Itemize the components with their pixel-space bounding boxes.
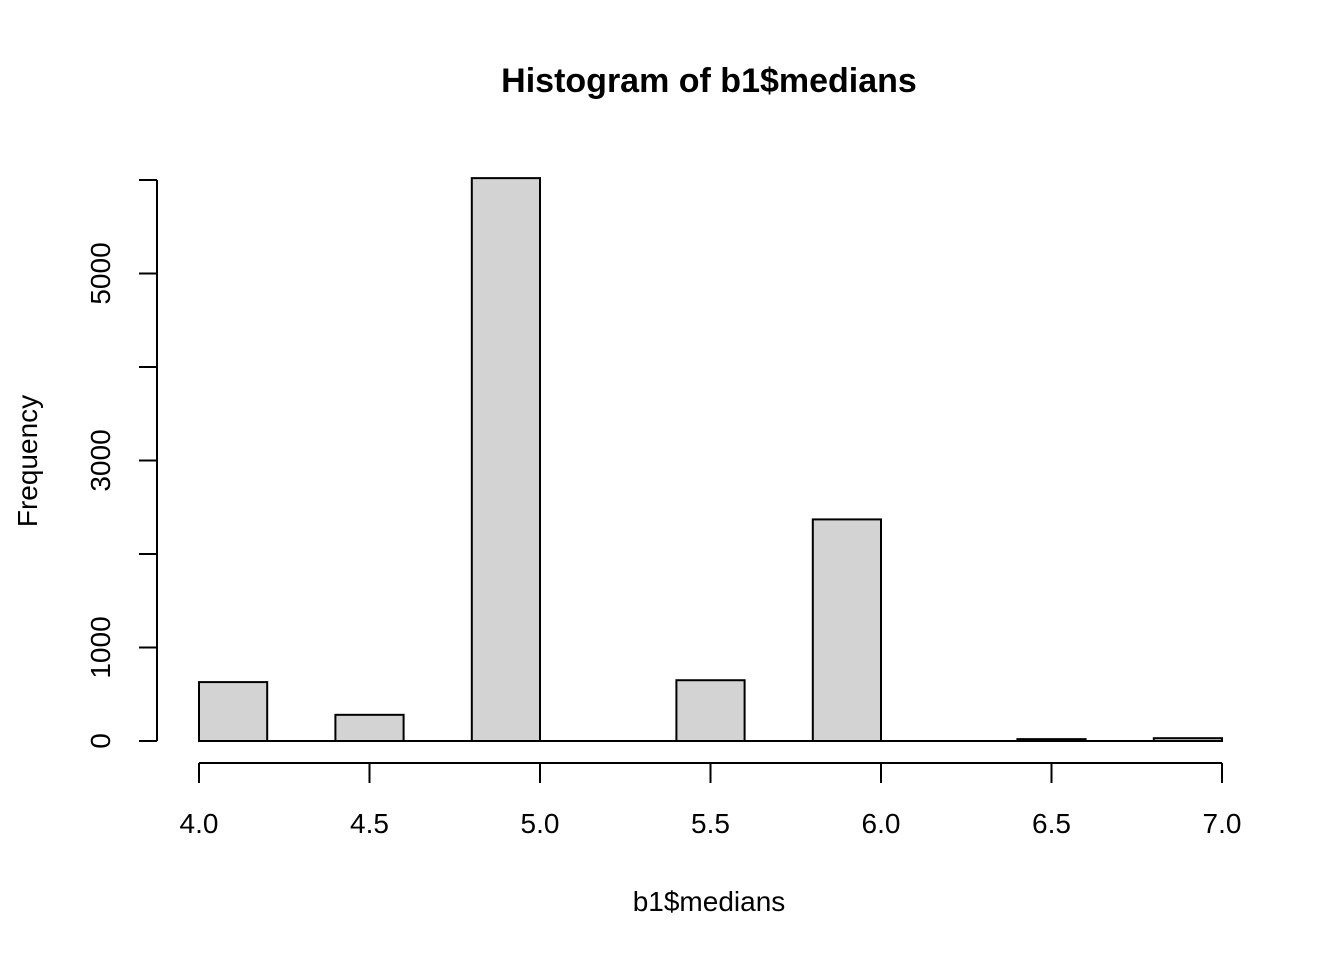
chart-title: Histogram of b1$medians	[501, 62, 917, 100]
y-axis: 0 1000 3000 5000	[85, 179, 158, 749]
y-tick-label: 0	[85, 733, 116, 749]
histogram-bar-3	[675, 679, 746, 742]
histogram-bar-2	[470, 177, 541, 742]
histogram-bar-4	[811, 518, 882, 743]
x-axis: 4.0 4.5 5.0 5.5 6.0 6.5 7.0	[180, 762, 1242, 839]
x-tick-label: 4.0	[180, 808, 219, 839]
histogram-bars	[198, 177, 1224, 743]
y-axis-label: Frequency	[12, 395, 43, 527]
histogram-bar-0	[198, 681, 269, 742]
x-tick-label: 6.0	[862, 808, 901, 839]
x-tick-label: 5.0	[521, 808, 560, 839]
x-tick-label: 4.5	[350, 808, 389, 839]
y-tick-label: 1000	[85, 616, 116, 678]
x-axis-label: b1$medians	[633, 886, 786, 917]
x-tick-label: 7.0	[1203, 808, 1242, 839]
y-tick-label: 5000	[85, 242, 116, 304]
histogram-bar-1	[334, 713, 405, 743]
x-tick-label: 5.5	[691, 808, 730, 839]
y-tick-label: 3000	[85, 429, 116, 491]
x-tick-label: 6.5	[1032, 808, 1071, 839]
